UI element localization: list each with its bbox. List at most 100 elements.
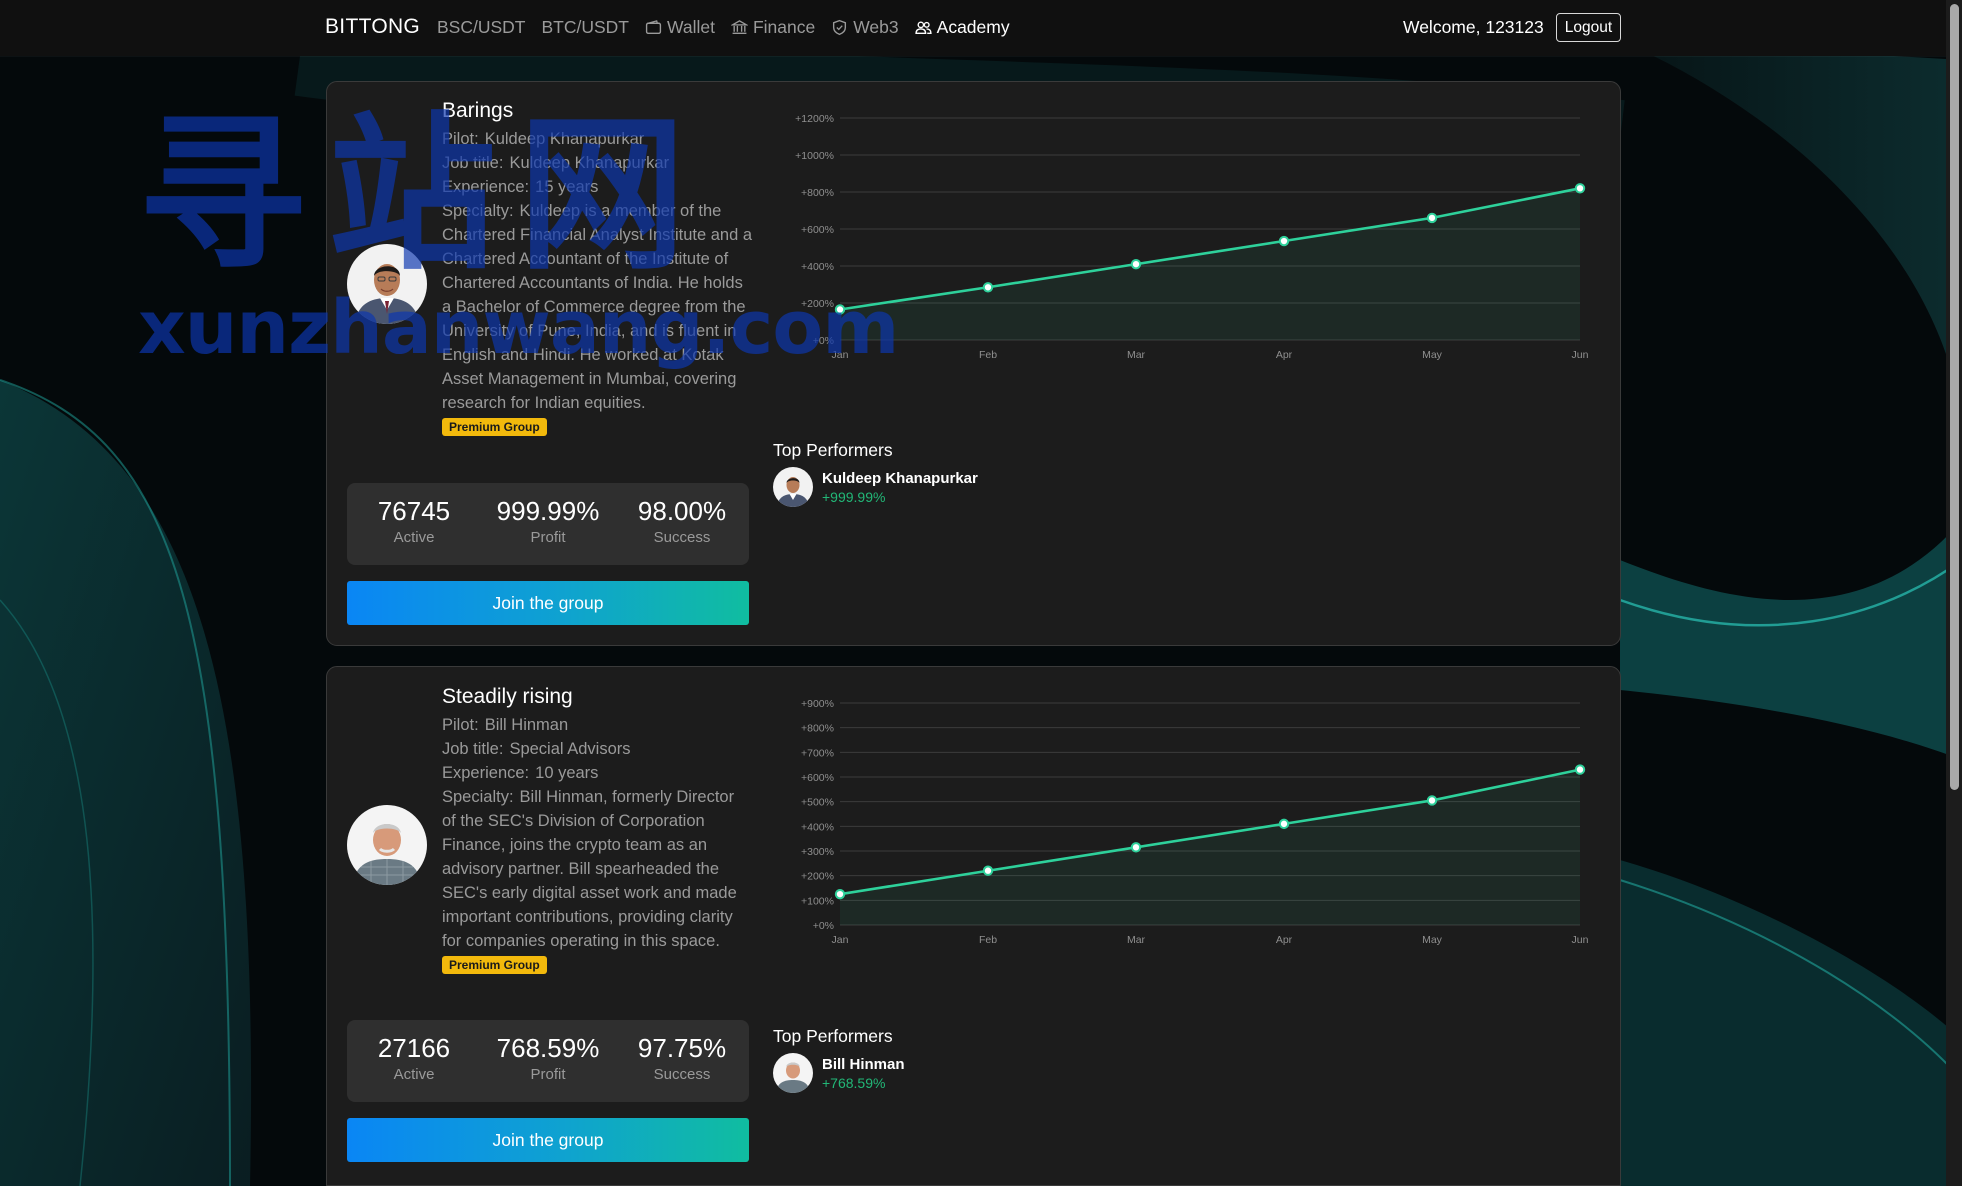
- pilot-label: Pilot:: [442, 716, 479, 734]
- data-point[interactable]: [1278, 818, 1290, 830]
- performer-name: Kuldeep Khanapurkar: [822, 469, 978, 487]
- x-tick-label: May: [1422, 934, 1443, 945]
- stat-label: Success: [653, 1066, 711, 1083]
- y-tick-label: +700%: [801, 747, 834, 759]
- pilot-line: Pilot: Bill Hinman: [442, 713, 752, 737]
- y-tick-label: +200%: [801, 871, 834, 883]
- y-tick-label: +300%: [801, 846, 834, 858]
- group-stats: 27166 Active 768.59% Profit 97.75% Success: [347, 1020, 749, 1102]
- data-point[interactable]: [982, 282, 994, 293]
- x-tick-label: Feb: [979, 349, 997, 360]
- pilot-avatar: [347, 244, 427, 324]
- top-performers-title: Top Performers: [773, 1026, 893, 1046]
- y-tick-label: +800%: [801, 187, 834, 199]
- nav-item-web3[interactable]: Web3: [831, 17, 899, 38]
- data-point[interactable]: [1574, 764, 1586, 775]
- stat-value: 999.99%: [496, 496, 600, 526]
- data-point[interactable]: [1130, 842, 1142, 853]
- scrollbar-thumb[interactable]: [1950, 4, 1959, 790]
- experience-value: 15 years: [535, 178, 599, 196]
- nav-item-btc-usdt[interactable]: BTC/USDT: [541, 17, 629, 38]
- data-point[interactable]: [834, 888, 846, 900]
- nav-label: Web3: [853, 17, 899, 37]
- stat-success: 98.00% Success: [615, 483, 749, 565]
- specialty-label: Specialty:: [442, 788, 514, 806]
- bank-icon: [730, 20, 748, 35]
- performance-chart: +0% +200% +400% +600% +800% +1000% +1200% Jan Fe…: [795, 113, 1589, 360]
- data-point[interactable]: [1130, 258, 1142, 270]
- main-nav: BSC/USDT BTC/USDT Wallet Finance Web3 Ac…: [437, 17, 1010, 38]
- join-group-button[interactable]: Join the group: [347, 1118, 749, 1162]
- performer-name: Bill Hinman: [822, 1055, 905, 1073]
- x-tick-label: Feb: [979, 934, 997, 945]
- nav-label: Finance: [752, 17, 816, 37]
- join-group-button[interactable]: Join the group: [347, 581, 749, 625]
- top-performers-title: Top Performers: [773, 440, 893, 460]
- logout-button[interactable]: Logout: [1556, 13, 1621, 42]
- pilot-avatar: [347, 805, 427, 885]
- performance-chart: +0% +100% +200% +300% +400% +500% +600% +700% +8…: [801, 698, 1589, 945]
- specialty-text: Bill Hinman, formerly Director of the SE…: [442, 788, 737, 950]
- pilot-info: Steadily rising Pilot: Bill Hinman Job ti…: [442, 685, 752, 974]
- x-tick-label: Apr: [1276, 349, 1293, 360]
- x-tick-label: Mar: [1127, 349, 1146, 360]
- job-label: Job title:: [442, 740, 504, 758]
- users-icon: [915, 21, 932, 35]
- stat-label: Active: [393, 529, 435, 546]
- x-tick-label: May: [1422, 349, 1443, 360]
- nav-item-finance[interactable]: Finance: [730, 17, 816, 38]
- stat-active: 76745 Active: [347, 483, 481, 565]
- job-label: Job title:: [442, 154, 504, 172]
- stat-value: 76745: [377, 496, 451, 526]
- job-title: Special Advisors: [509, 740, 631, 758]
- y-tick-label: +400%: [801, 261, 834, 273]
- brand-logo[interactable]: BITTONG: [325, 15, 421, 38]
- nav-item-academy[interactable]: Academy: [915, 17, 1010, 38]
- nav-item-bsc-usdt[interactable]: BSC/USDT: [437, 17, 525, 38]
- data-point[interactable]: [1574, 183, 1586, 194]
- pilot-info: Barings Pilot: Kuldeep Khanapurkar Job ti…: [442, 99, 752, 436]
- experience-label: Experience:: [442, 178, 530, 196]
- shield-icon: [833, 19, 847, 36]
- specialty-label: Specialty:: [442, 202, 514, 220]
- pilot-line: Pilot: Kuldeep Khanapurkar: [442, 127, 752, 151]
- pilot-label: Pilot:: [442, 130, 479, 148]
- x-tick-label: Jun: [1572, 934, 1589, 945]
- data-point[interactable]: [834, 304, 846, 315]
- x-tick-label: Jun: [1572, 349, 1589, 360]
- top-navbar: BITTONG BSC/USDT BTC/USDT Wallet Finance…: [0, 0, 1962, 56]
- data-point[interactable]: [1278, 235, 1290, 247]
- stat-label: Profit: [530, 1066, 566, 1083]
- x-tick-label: Jan: [832, 934, 849, 945]
- y-tick-label: +600%: [801, 224, 834, 236]
- job-line: Job title: Special Advisors: [442, 737, 752, 761]
- nav-item-wallet[interactable]: Wallet: [645, 17, 715, 38]
- performer-profit: +768.59%: [822, 1074, 886, 1091]
- stat-profit: 768.59% Profit: [481, 1020, 615, 1102]
- performer-row[interactable]: Bill Hinman +768.59%: [773, 1053, 1073, 1093]
- page-scrollbar[interactable]: [1946, 0, 1962, 1186]
- welcome-text: Welcome, 123123: [1403, 17, 1544, 37]
- group-title: Steadily rising: [442, 685, 573, 708]
- stat-label: Active: [393, 1066, 435, 1083]
- data-point[interactable]: [1426, 212, 1438, 224]
- y-tick-label: +200%: [801, 298, 834, 310]
- y-tick-label: +100%: [801, 895, 834, 907]
- x-tick-label: Jan: [832, 349, 849, 360]
- performer-row[interactable]: Kuldeep Khanapurkar +999.99%: [773, 467, 1073, 507]
- y-tick-label: +500%: [801, 797, 834, 809]
- y-tick-label: +600%: [801, 772, 834, 784]
- premium-badge: Premium Group: [442, 418, 547, 436]
- nav-label: BTC/USDT: [541, 17, 629, 37]
- y-tick-label: +400%: [801, 821, 834, 833]
- y-tick-label: +1200%: [795, 113, 834, 125]
- data-point[interactable]: [982, 865, 994, 876]
- stat-active: 27166 Active: [347, 1020, 481, 1102]
- stat-value: 97.75%: [637, 1033, 727, 1063]
- specialty-text: Kuldeep is a member of the Chartered Fin…: [442, 202, 753, 412]
- nav-label: Academy: [936, 17, 1010, 37]
- stat-success: 97.75% Success: [615, 1020, 749, 1102]
- performer-profit: +999.99%: [822, 488, 886, 505]
- data-point[interactable]: [1426, 795, 1438, 806]
- series-area: [840, 188, 1580, 340]
